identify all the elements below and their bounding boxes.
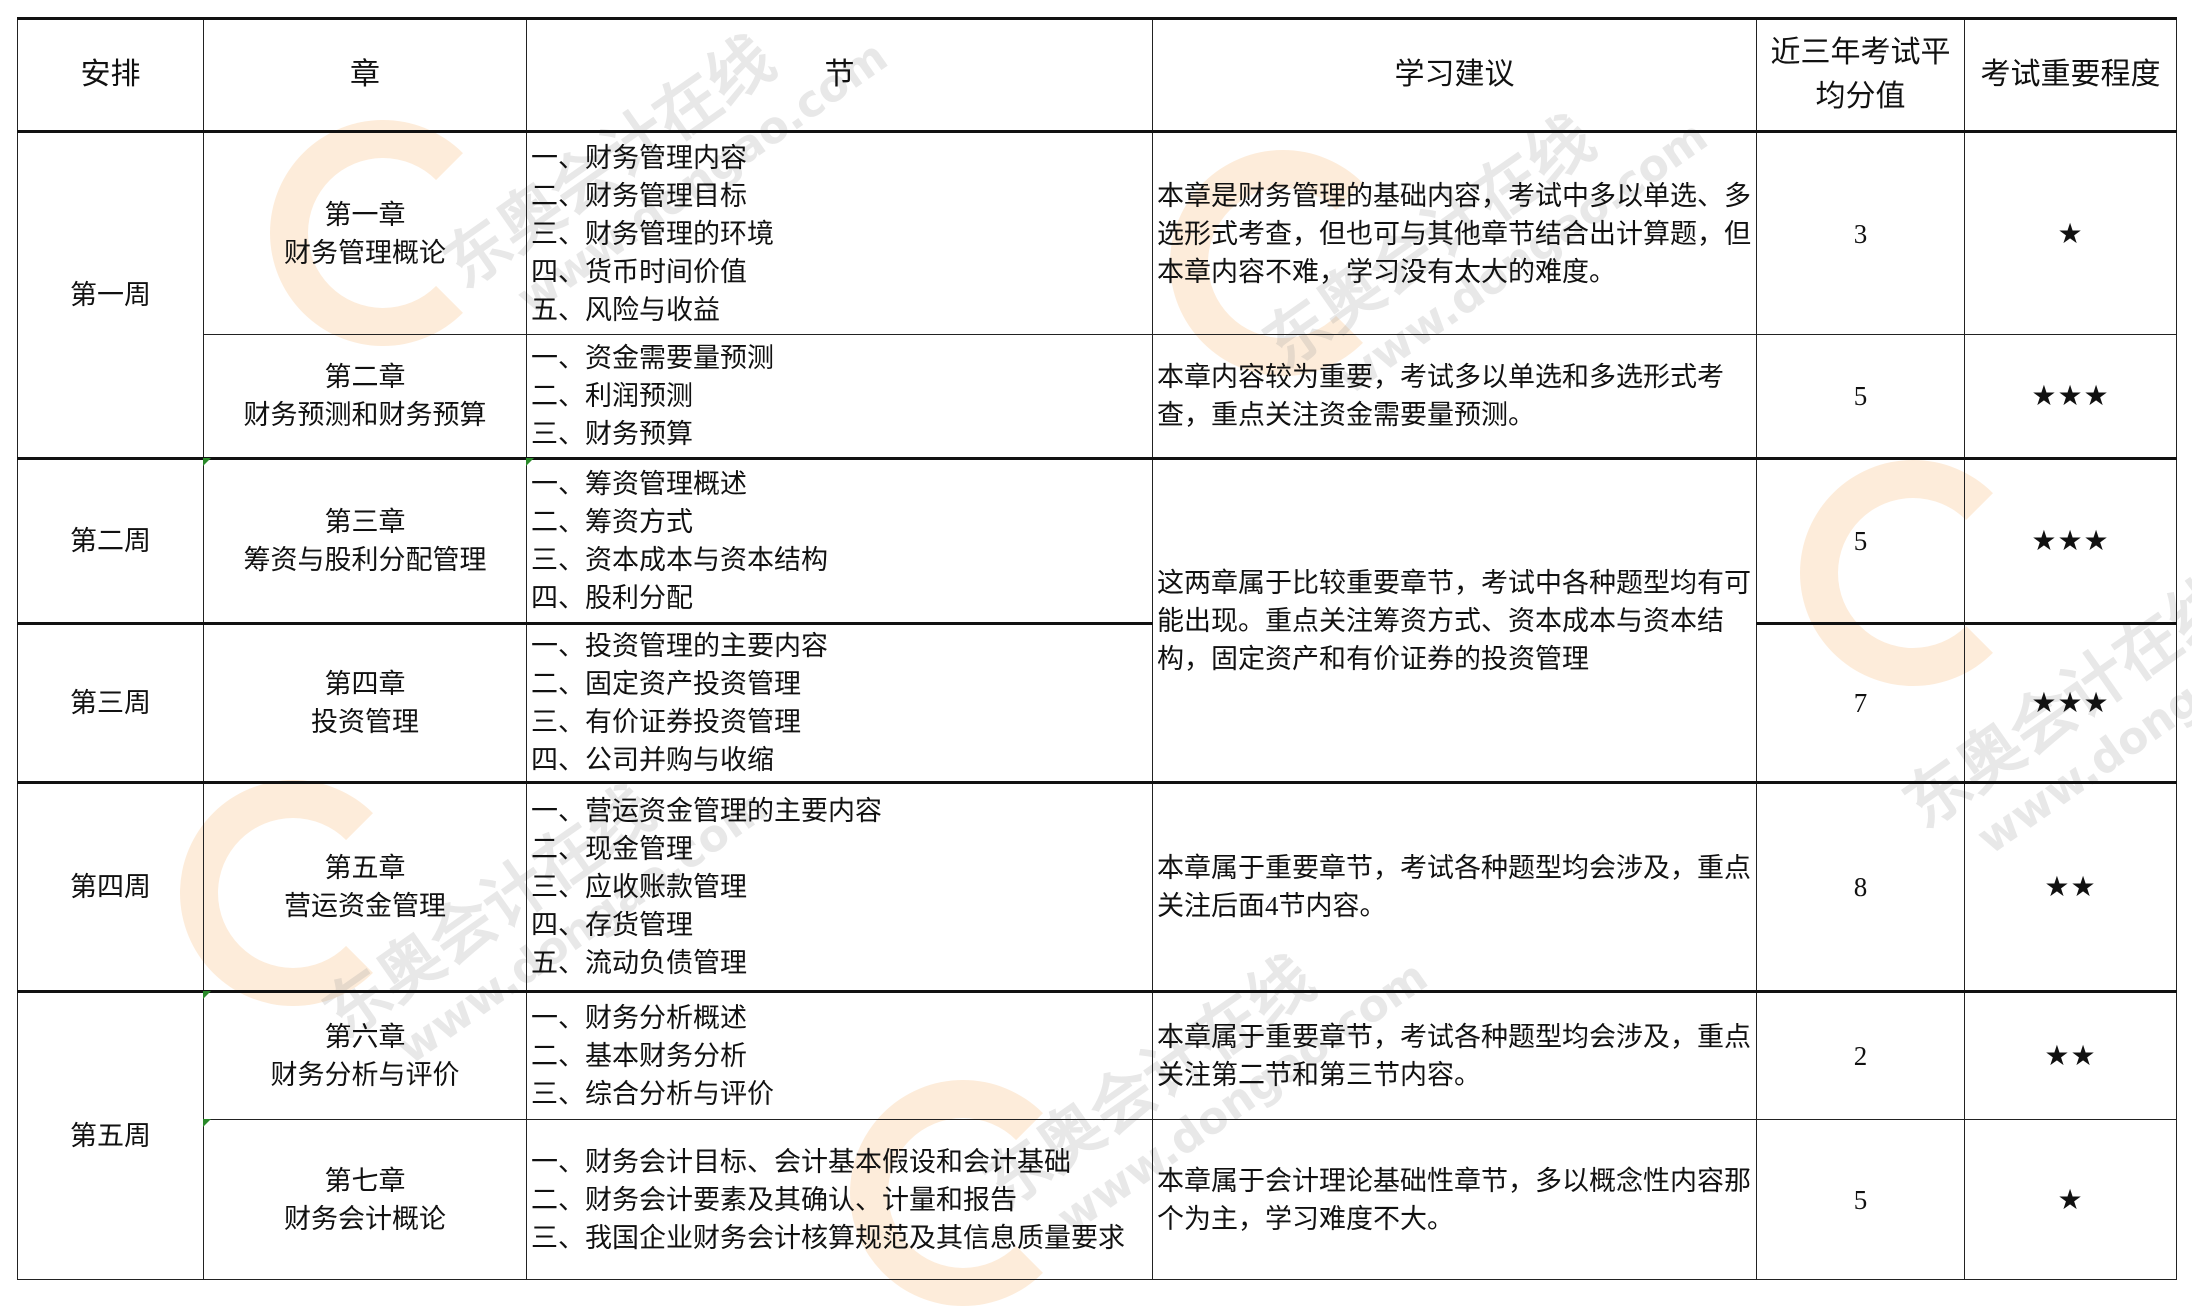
header-row: 安排 章 节 学习建议 近三年考试平均分值 考试重要程度 bbox=[17, 17, 2177, 133]
section-item: 二、固定资产投资管理 bbox=[531, 669, 801, 699]
header-avg-score: 近三年考试平均分值 bbox=[1756, 17, 1965, 133]
section-item: 一、财务分析概述 bbox=[531, 1003, 747, 1033]
avg-score-cell: 2 bbox=[1756, 990, 1965, 1120]
chapter-cell: 第四章 投资管理 bbox=[203, 622, 527, 783]
avg-score-cell: 5 bbox=[1756, 1119, 1965, 1280]
week-cell: 第三周 bbox=[17, 622, 204, 783]
table-row: 第一周 第一章 财务管理概论 一、财务管理内容 二、财务管理目标 三、财务管理的环境 四、货… bbox=[17, 130, 2177, 459]
section-item: 二、利润预测 bbox=[531, 381, 693, 411]
table-row: 第五周 第六章 财务分析与评价 一、财务分析概述 二、基本财务分析 三、综合分析与评价 本章… bbox=[17, 990, 2177, 1280]
section-item: 三、应收账款管理 bbox=[531, 872, 747, 902]
chapter-name: 筹资与股利分配管理 bbox=[243, 545, 487, 575]
comment-marker bbox=[526, 458, 534, 466]
week-cell: 第一周 bbox=[17, 130, 204, 459]
sections-cell: 一、财务会计目标、会计基本假设和会计基础 二、财务会计要素及其确认、计量和报告三、… bbox=[526, 1119, 1153, 1280]
chapter-cell: 第六章财务分析与评价 bbox=[203, 990, 527, 1120]
comment-marker bbox=[203, 458, 211, 466]
section-item: 一、投资管理的主要内容 bbox=[531, 631, 828, 661]
importance-stars: ★ bbox=[1964, 1119, 2177, 1280]
sections-cell: 一、营运资金管理的主要内容 二、现金管理三、应收账款管理 四、存货管理五、流动负债管… bbox=[526, 781, 1153, 992]
chapter-cell: 第一章 财务管理概论 bbox=[203, 130, 527, 335]
comment-marker bbox=[203, 991, 211, 999]
section-item: 三、财务管理的环境 bbox=[531, 218, 774, 249]
advice-cell: 本章属于重要章节，考试各种题型均会涉及，重点关注后面4节内容。 bbox=[1152, 781, 1757, 992]
chapter-name: 财务会计概论 bbox=[284, 1203, 446, 1234]
section-item: 五、风险与收益 bbox=[531, 294, 720, 325]
advice-cell: 本章属于重要章节，考试各种题型均会涉及，重点关注第二节和第三节内容。 bbox=[1152, 990, 1757, 1120]
chapter-cell: 第七章 财务会计概论 bbox=[203, 1119, 527, 1280]
section-item: 一、资金需要量预测 bbox=[531, 343, 774, 373]
chapter-number: 第六章 bbox=[324, 1022, 406, 1052]
chapter-number: 第三章 bbox=[324, 507, 406, 537]
chapter-number: 第五章 bbox=[324, 853, 406, 883]
section-item: 二、财务管理目标 bbox=[531, 180, 747, 211]
chapter-cell: 第五章 营运资金管理 bbox=[203, 781, 527, 992]
chapter-number: 第七章 bbox=[324, 1165, 406, 1196]
section-item: 三、财务预算 bbox=[531, 419, 693, 449]
section-item: 一、财务管理内容 bbox=[531, 142, 747, 173]
importance-stars: ★ bbox=[1964, 130, 2177, 335]
section-item: 三、我国企业财务会计核算规范及其信息质量要求 bbox=[531, 1222, 1125, 1253]
sections-cell: 一、资金需要量预测 二、利润预测 三、财务预算 bbox=[526, 334, 1153, 459]
section-item: 四、公司并购与收缩 bbox=[531, 745, 774, 775]
chapter-name: 投资管理 bbox=[311, 707, 419, 737]
sections-cell: 一、投资管理的主要内容 二、固定资产投资管理 三、有价证券投资管理 四、公司并购与收缩 bbox=[526, 622, 1153, 783]
chapter-name: 财务预测和财务预算 bbox=[243, 400, 487, 430]
table-row: 第四周 第五章 营运资金管理 一、营运资金管理的主要内容 二、现金管理 三、应收账款管理四… bbox=[17, 781, 2177, 992]
section-item: 四、股利分配 bbox=[531, 583, 693, 613]
header-chapter: 章 bbox=[203, 17, 527, 133]
section-item: 三、综合分析与评价 bbox=[531, 1079, 774, 1109]
importance-stars: ★★ bbox=[1964, 990, 2177, 1120]
importance-stars: ★★★ bbox=[1964, 622, 2177, 783]
sections-cell: 一、财务管理内容 二、财务管理目标 三、财务管理的环境 四、货币时间价值 五、风险与收益 bbox=[526, 130, 1153, 335]
section-item: 四、存货管理 bbox=[531, 910, 693, 940]
section-item: 四、货币时间价值 bbox=[531, 256, 747, 287]
table-row: 第三周 第四章 投资管理 一、投资管理的主要内容 二、固定资产投资管理 三、有价证券投资管… bbox=[17, 622, 2177, 783]
advice-cell: 本章是财务管理的基础内容，考试中多以单选、多选形式考查，但也可与其他章节结合出计… bbox=[1152, 130, 1757, 335]
chapter-name: 财务分析与评价 bbox=[270, 1060, 460, 1090]
comment-marker bbox=[203, 1119, 211, 1127]
section-item: 一、筹资管理概述 bbox=[531, 469, 747, 499]
header-arrange: 安排 bbox=[17, 17, 204, 133]
week-cell: 第二周 bbox=[17, 457, 204, 624]
avg-score-cell: 5 bbox=[1756, 457, 1965, 624]
section-item: 一、财务会计目标、会计基本假设和会计基础 bbox=[531, 1146, 1071, 1177]
sections-cell: 一、筹资管理概述 二、筹资方式三、资本成本与资本结构 四、股利分配 bbox=[526, 457, 1153, 624]
section-item: 三、有价证券投资管理 bbox=[531, 707, 801, 737]
sections-cell: 一、财务分析概述 二、基本财务分析 三、综合分析与评价 bbox=[526, 990, 1153, 1120]
chapter-number: 第二章 bbox=[324, 362, 406, 392]
section-item: 三、资本成本与资本结构 bbox=[531, 545, 828, 575]
avg-score-cell: 5 bbox=[1756, 334, 1965, 459]
study-plan-table: 安排 章 节 学习建议 近三年考试平均分值 考试重要程度 第一周 第一章 财务管理概… bbox=[17, 17, 2177, 1280]
week-cell: 第五周 bbox=[17, 990, 204, 1280]
chapter-cell: 第三章筹资与股利分配管理 bbox=[203, 457, 527, 624]
header-advice: 学习建议 bbox=[1152, 17, 1757, 133]
importance-stars: ★★ bbox=[1964, 781, 2177, 992]
advice-cell: 本章内容较为重要，考试多以单选和多选形式考查，重点关注资金需要量预测。 bbox=[1152, 334, 1757, 459]
chapter-name: 营运资金管理 bbox=[284, 891, 446, 921]
header-importance: 考试重要程度 bbox=[1964, 17, 2177, 133]
section-item: 二、筹资方式 bbox=[531, 507, 693, 537]
section-item: 二、现金管理 bbox=[531, 834, 693, 864]
importance-stars: ★★★ bbox=[1964, 334, 2177, 459]
section-item: 二、财务会计要素及其确认、计量和报告 bbox=[531, 1184, 1017, 1215]
table-row: 第二周 第三章 筹资与股利分配管理 一、筹资管理概述 二、筹资方式 三、资本成本与资本结构… bbox=[17, 457, 2177, 783]
chapter-number: 第一章 bbox=[324, 199, 406, 230]
avg-score-cell: 8 bbox=[1756, 781, 1965, 992]
avg-score-cell: 3 bbox=[1756, 130, 1965, 335]
table-row: 第七章 财务会计概论 一、财务会计目标、会计基本假设和会计基础 二、财务会计要素及其确… bbox=[18, 1119, 2177, 1280]
chapter-number: 第四章 bbox=[324, 669, 406, 699]
avg-score-cell: 7 bbox=[1756, 622, 1965, 783]
advice-cell: 这两章属于比较重要章节，考试中各种题型均有可能出现。重点关注筹资方式、资本成本与… bbox=[1152, 457, 1757, 783]
section-item: 五、流动负债管理 bbox=[531, 948, 747, 978]
section-item: 二、基本财务分析 bbox=[531, 1041, 747, 1071]
section-item: 一、营运资金管理的主要内容 bbox=[531, 796, 882, 826]
chapter-name: 财务管理概论 bbox=[284, 237, 446, 268]
week-cell: 第四周 bbox=[17, 781, 204, 992]
importance-stars: ★★★ bbox=[1964, 457, 2177, 624]
header-section: 节 bbox=[526, 17, 1153, 133]
table-row: 第二章 财务预测和财务预算 一、资金需要量预测 二、利润预测 三、财务预算 本章内容较为重… bbox=[18, 334, 2177, 459]
advice-cell: 本章属于会计理论基础性章节，多以概念性内容那个为主，学习难度不大。 bbox=[1152, 1119, 1757, 1280]
chapter-cell: 第二章财务预测和财务预算 bbox=[203, 334, 527, 459]
